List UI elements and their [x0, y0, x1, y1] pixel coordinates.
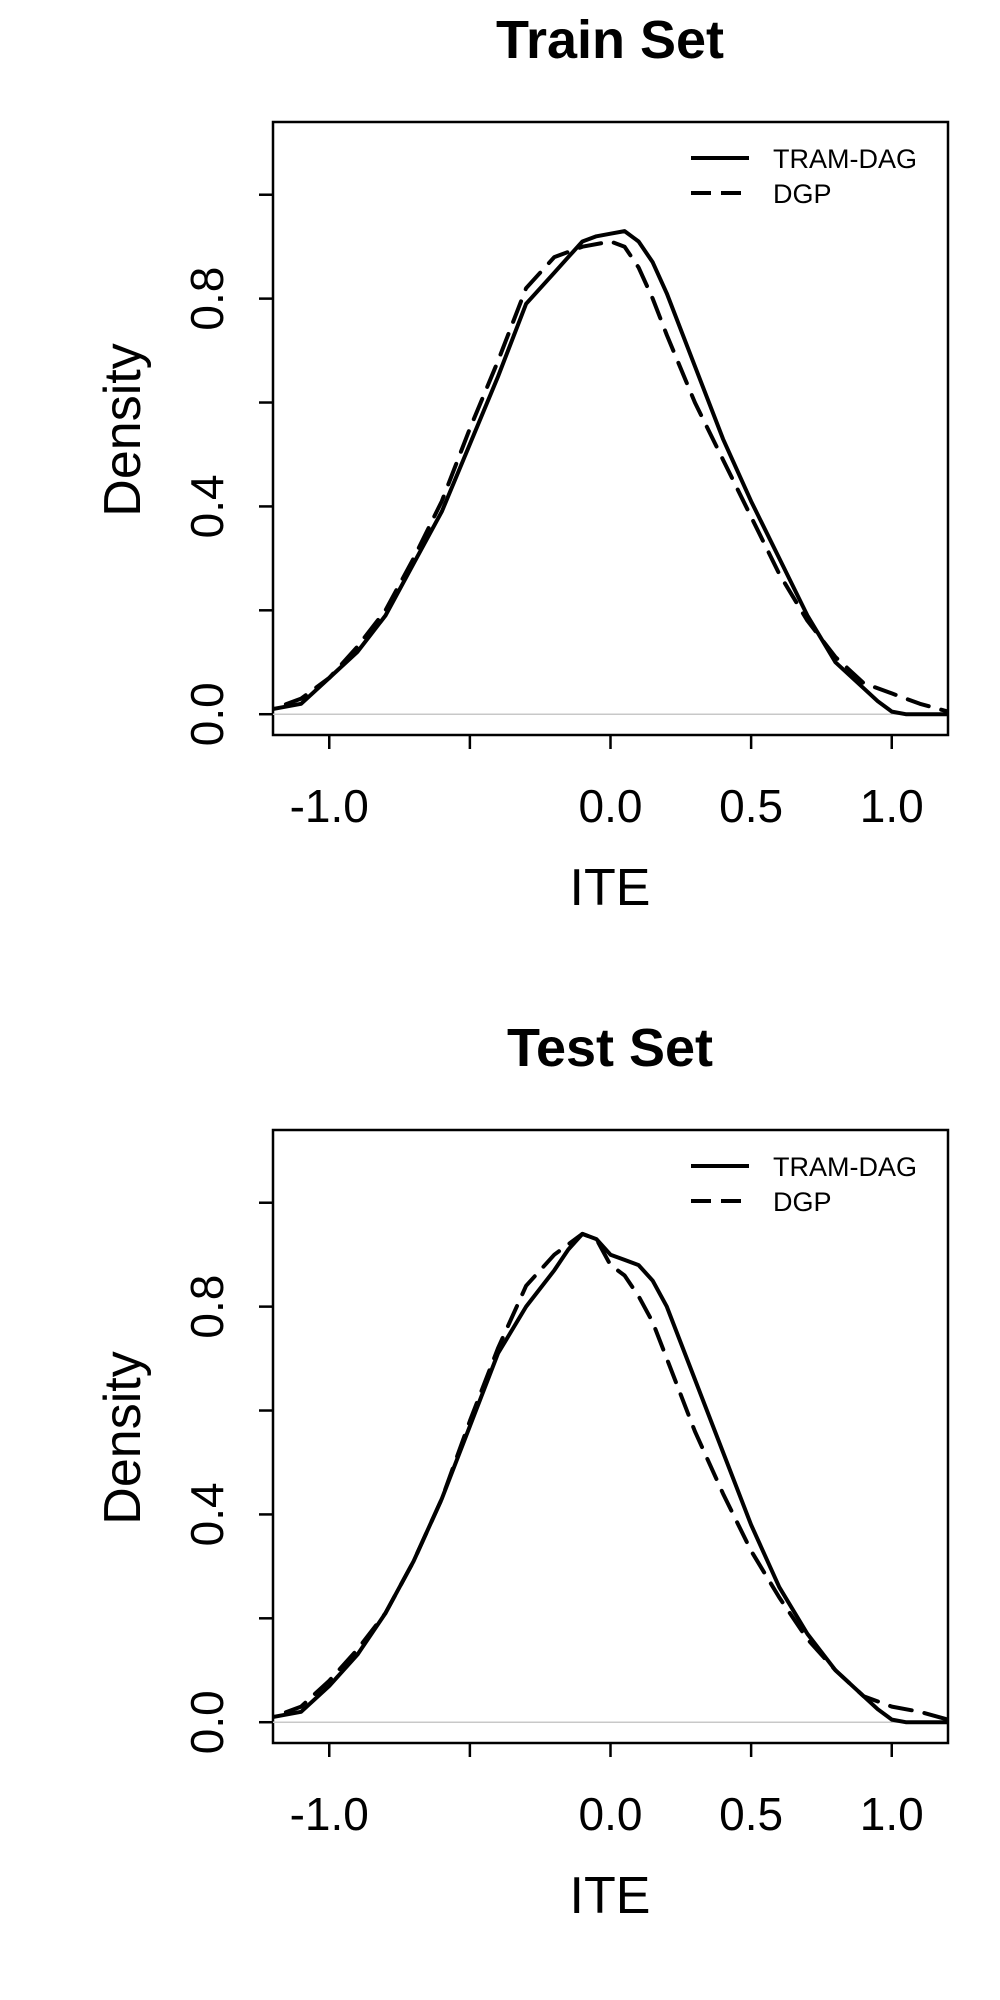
- test-set-title: Test Set: [507, 1018, 713, 1078]
- train-set-legend-dgp-label: DGP: [773, 179, 832, 209]
- train-set-y-tick-label: 0.0: [181, 682, 233, 746]
- test-set-legend-dgp-label: DGP: [773, 1187, 832, 1217]
- train-set-x-tick-label: 1.0: [860, 780, 924, 832]
- test-set-x-axis-title: ITE: [570, 1867, 651, 1925]
- test-set-plot-frame: [271, 1128, 950, 1745]
- test-set-y-tick-label: 0.0: [181, 1690, 233, 1754]
- train-set-y-axis-title: Density: [94, 343, 152, 516]
- train-set-y-tick-label: 0.4: [181, 474, 233, 538]
- train-set-plot-frame: [271, 120, 950, 737]
- test-set-dgp-curve: [273, 1231, 948, 1722]
- train-set-title: Train Set: [496, 10, 724, 70]
- train-set-tram-dag-curve: [273, 229, 948, 717]
- train-set-x-tick-label: -1.0: [290, 780, 369, 832]
- test-set-x-tick-label: 0.0: [579, 1788, 643, 1840]
- test-set-x-tick-label: 0.5: [719, 1788, 783, 1840]
- test-set-x-tick-label: -1.0: [290, 1788, 369, 1840]
- train-set-dgp-curve: [273, 239, 948, 714]
- test-set-legend-tram-dag-label: TRAM-DAG: [773, 1152, 917, 1182]
- train-set-panel: Train Set ITE Density -1.0 0.0 0.5 1.0 0.0 0.…: [94, 10, 950, 917]
- train-set-x-tick-label: 0.5: [719, 780, 783, 832]
- train-set-x-tick-label: 0.0: [579, 780, 643, 832]
- test-set-x-tick-label: 1.0: [860, 1788, 924, 1840]
- train-set-x-axis-title: ITE: [570, 859, 651, 917]
- test-set-tram-dag-curve: [273, 1231, 948, 1725]
- test-set-y-tick-label: 0.4: [181, 1482, 233, 1546]
- test-set-y-axis-title: Density: [94, 1351, 152, 1524]
- train-set-legend-tram-dag-label: TRAM-DAG: [773, 144, 917, 174]
- test-set-y-tick-label: 0.8: [181, 1275, 233, 1339]
- test-set-panel: Test Set ITE Density -1.0 0.0 0.5 1.0 0.0 0.4…: [94, 1018, 950, 1925]
- train-set-y-tick-label: 0.8: [181, 267, 233, 331]
